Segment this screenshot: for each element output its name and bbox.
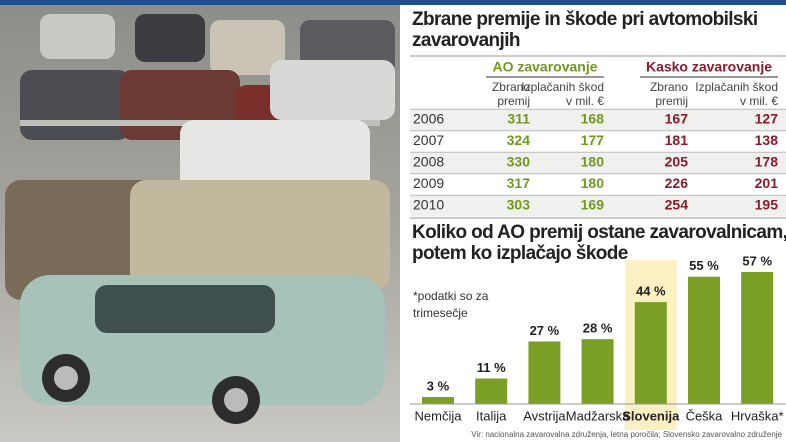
x-tick-label: Nemčija bbox=[415, 408, 463, 423]
sub-header: v mil. € bbox=[740, 94, 778, 108]
bar bbox=[422, 397, 454, 404]
row-year: 2006 bbox=[413, 111, 444, 127]
cell: 254 bbox=[665, 197, 689, 213]
sub-header: Izplačanih škod bbox=[521, 80, 604, 94]
cell: 317 bbox=[507, 175, 531, 191]
bar bbox=[581, 339, 614, 404]
row-bg bbox=[410, 109, 786, 131]
cell: 180 bbox=[581, 154, 605, 170]
cell: 324 bbox=[507, 132, 531, 148]
row-year: 2010 bbox=[413, 197, 444, 213]
sub-header: v mil. € bbox=[566, 94, 604, 108]
cell: 138 bbox=[755, 132, 779, 148]
cell: 181 bbox=[665, 132, 689, 148]
source: Vir: nacionalna zavarovalna združenja, l… bbox=[471, 430, 782, 439]
group-header: AO zavarovanje bbox=[492, 59, 597, 75]
top-band bbox=[0, 0, 786, 5]
group-header: Kasko zavarovanje bbox=[646, 59, 772, 75]
x-tick-label: Italija bbox=[476, 408, 507, 423]
cell: 330 bbox=[507, 154, 531, 170]
photo bbox=[0, 5, 400, 442]
value-label: 44 % bbox=[636, 284, 666, 299]
row-bg bbox=[410, 195, 786, 217]
bar bbox=[634, 302, 667, 404]
sub-header: Zbrano bbox=[650, 80, 688, 94]
table-title: zavarovanjih bbox=[412, 30, 520, 51]
cell: 195 bbox=[755, 197, 779, 213]
row-year: 2008 bbox=[413, 154, 444, 170]
cell: 127 bbox=[755, 111, 779, 127]
cell: 226 bbox=[665, 175, 689, 191]
cell: 168 bbox=[581, 111, 605, 127]
cell: 205 bbox=[665, 154, 689, 170]
sub-header: premij bbox=[655, 94, 688, 108]
x-tick-label: Madžarska bbox=[566, 408, 630, 423]
cell: 303 bbox=[507, 197, 531, 213]
x-tick-label: Hrvaška* bbox=[731, 408, 784, 423]
x-tick-label: Slovenija bbox=[622, 408, 680, 423]
chart-title: potem ko izplačajo škode bbox=[412, 243, 628, 264]
value-label: 28 % bbox=[583, 321, 613, 336]
sub-header: Izplačanih škod bbox=[695, 80, 778, 94]
note: trimesečje bbox=[413, 306, 468, 320]
cell: 180 bbox=[581, 175, 605, 191]
x-tick-label: Češka bbox=[686, 408, 724, 423]
note: *podatki so za bbox=[413, 289, 489, 303]
bar bbox=[688, 276, 720, 404]
bar bbox=[475, 378, 508, 404]
cell: 169 bbox=[581, 197, 605, 213]
bar bbox=[528, 341, 561, 404]
value-label: 3 % bbox=[427, 378, 450, 393]
value-label: 27 % bbox=[530, 323, 560, 338]
value-label: 55 % bbox=[689, 258, 719, 273]
chart-title: Koliko od AO premij ostane zavarovalnica… bbox=[412, 222, 786, 243]
x-tick-label: Avstrija bbox=[523, 408, 566, 423]
cell: 178 bbox=[755, 154, 779, 170]
row-year: 2009 bbox=[413, 175, 444, 191]
table-title: Zbrane premije in škode pri avtomobilski bbox=[412, 9, 758, 30]
cell: 177 bbox=[581, 132, 605, 148]
sub-header: Zbrano bbox=[492, 80, 530, 94]
cell: 201 bbox=[755, 175, 779, 191]
row-year: 2007 bbox=[413, 132, 444, 148]
cell: 311 bbox=[507, 111, 530, 127]
cell: 167 bbox=[665, 111, 689, 127]
sub-header: premij bbox=[497, 94, 530, 108]
row-bg bbox=[410, 152, 786, 174]
bar bbox=[741, 272, 774, 404]
value-label: 11 % bbox=[477, 360, 506, 375]
value-label: 57 % bbox=[742, 253, 772, 268]
